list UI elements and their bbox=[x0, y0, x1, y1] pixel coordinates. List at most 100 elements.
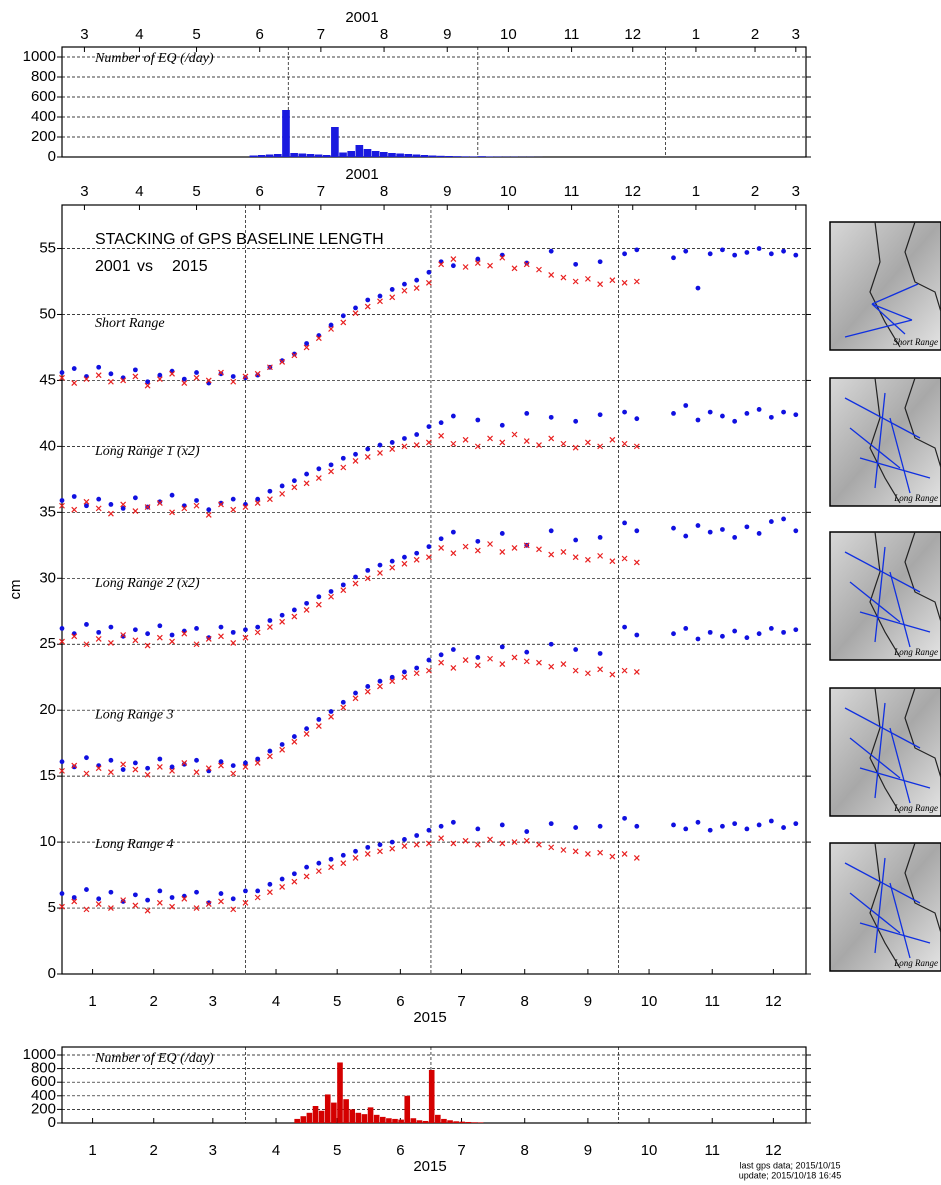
data-point bbox=[353, 305, 358, 311]
data-point bbox=[96, 364, 102, 370]
data-point bbox=[597, 534, 603, 540]
data-point bbox=[59, 638, 65, 645]
data-point bbox=[218, 369, 224, 376]
panel-label: Long Range 3 bbox=[94, 708, 174, 723]
data-point bbox=[303, 607, 310, 613]
baseline bbox=[849, 892, 901, 934]
data-point bbox=[573, 261, 579, 267]
data-point bbox=[425, 667, 432, 674]
data-point bbox=[597, 849, 604, 856]
data-point bbox=[364, 454, 371, 460]
map-coast bbox=[869, 687, 941, 814]
panel-label: Short Range bbox=[95, 316, 165, 331]
map-background bbox=[829, 221, 941, 351]
data-point bbox=[181, 380, 188, 386]
data-point bbox=[328, 593, 334, 600]
data-point bbox=[144, 642, 151, 649]
data-point bbox=[487, 262, 493, 269]
x-axis-title: 2015 bbox=[413, 1009, 446, 1026]
data-point bbox=[218, 762, 224, 769]
data-point bbox=[683, 533, 689, 539]
histogram-bar bbox=[331, 1102, 337, 1123]
data-point bbox=[523, 438, 530, 445]
data-point bbox=[720, 633, 725, 639]
data-point bbox=[474, 547, 481, 554]
histogram-bar bbox=[379, 152, 388, 157]
histogram-bar bbox=[428, 1069, 435, 1123]
data-point bbox=[475, 417, 481, 423]
data-point bbox=[475, 826, 481, 832]
histogram-bar bbox=[355, 145, 364, 157]
data-point bbox=[413, 285, 420, 292]
x-tick-label: 7 bbox=[457, 993, 465, 1010]
data-point bbox=[450, 440, 457, 447]
data-point bbox=[768, 818, 774, 824]
data-point bbox=[230, 506, 237, 513]
data-point bbox=[230, 629, 236, 635]
data-point bbox=[243, 760, 248, 766]
data-point bbox=[622, 815, 627, 821]
data-point bbox=[267, 881, 273, 887]
data-point bbox=[523, 837, 530, 844]
data-point bbox=[169, 370, 175, 377]
data-point bbox=[425, 840, 432, 847]
data-point bbox=[328, 322, 334, 328]
data-point bbox=[377, 450, 383, 456]
data-point bbox=[340, 582, 346, 588]
data-point bbox=[266, 624, 273, 631]
data-point bbox=[315, 723, 322, 729]
data-point bbox=[756, 531, 762, 536]
data-point bbox=[707, 827, 713, 833]
data-point bbox=[413, 442, 420, 448]
baseline bbox=[871, 303, 913, 321]
data-point bbox=[96, 896, 102, 902]
data-point bbox=[414, 833, 420, 838]
histogram-bar bbox=[298, 153, 307, 157]
x-tick-label: 10 bbox=[641, 993, 658, 1010]
data-point bbox=[597, 412, 603, 418]
x-tick-label: 8 bbox=[521, 993, 529, 1010]
y-tick-label: 0 bbox=[48, 1114, 56, 1131]
data-point bbox=[474, 662, 481, 669]
data-point bbox=[315, 868, 322, 875]
data-point bbox=[572, 278, 579, 285]
x2-axis-title: 2001 bbox=[345, 166, 378, 183]
data-point bbox=[157, 756, 163, 762]
data-point bbox=[157, 888, 163, 894]
data-point bbox=[744, 250, 750, 255]
data-point bbox=[230, 896, 236, 902]
data-point bbox=[328, 713, 334, 720]
data-point bbox=[108, 889, 114, 895]
data-point bbox=[95, 505, 102, 512]
data-point bbox=[316, 594, 322, 600]
x-tick-label: 10 bbox=[641, 1142, 658, 1159]
data-point bbox=[511, 545, 518, 551]
x-tick-label: 12 bbox=[624, 26, 641, 43]
data-point bbox=[413, 670, 420, 677]
x-tick-label: 4 bbox=[135, 26, 143, 43]
data-point bbox=[720, 247, 725, 253]
data-point bbox=[413, 841, 420, 848]
data-point bbox=[487, 655, 493, 662]
data-point bbox=[474, 841, 481, 848]
data-point bbox=[389, 678, 396, 685]
x-tick-label: 8 bbox=[380, 26, 388, 43]
data-point bbox=[744, 411, 750, 416]
x2-tick-label: 12 bbox=[624, 183, 641, 200]
data-point bbox=[145, 765, 151, 771]
data-point bbox=[365, 567, 371, 573]
data-point bbox=[120, 767, 126, 772]
data-point bbox=[340, 455, 346, 461]
data-point bbox=[781, 409, 786, 415]
data-point bbox=[560, 440, 567, 447]
data-point bbox=[560, 661, 567, 667]
x-tick-label: 2 bbox=[150, 1142, 158, 1159]
data-point bbox=[671, 525, 676, 531]
data-point bbox=[597, 666, 604, 673]
histogram-bar bbox=[447, 1120, 453, 1123]
panel-label: Long Range 2 (x2) bbox=[94, 576, 200, 591]
data-point bbox=[744, 524, 750, 530]
data-point bbox=[59, 498, 65, 503]
data-point bbox=[597, 552, 604, 559]
y-tick-label: 35 bbox=[39, 503, 56, 520]
